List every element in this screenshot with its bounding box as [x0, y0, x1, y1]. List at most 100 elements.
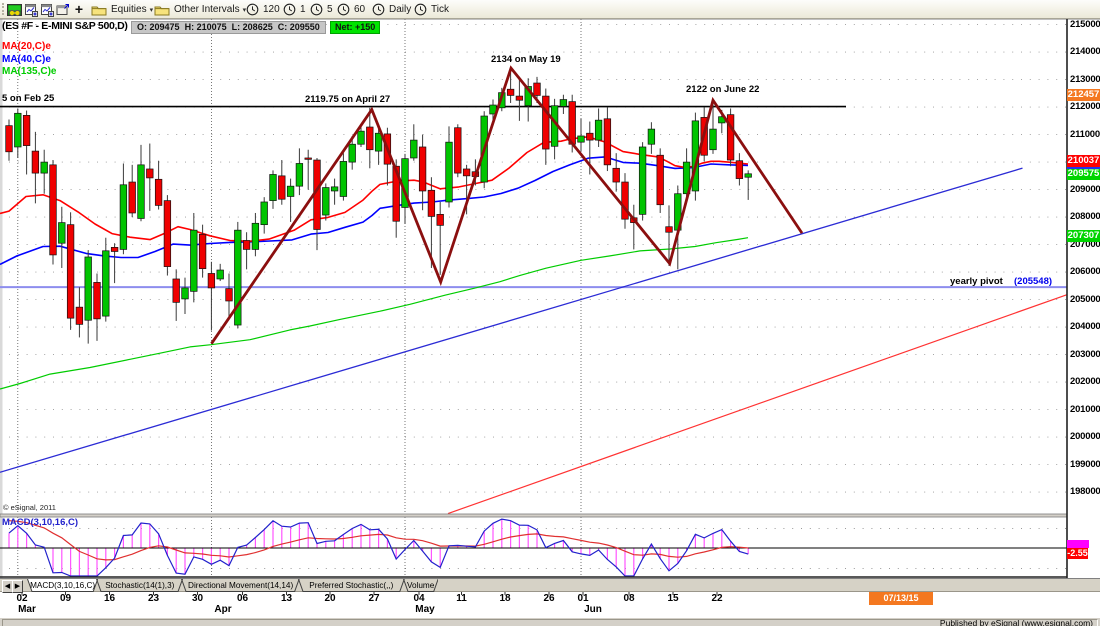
copyright-note: © eSignal, 2011 [3, 503, 56, 512]
candle-66 [586, 132, 594, 141]
current-date-box: 07/13/15 [869, 592, 933, 605]
new-chart-window-icon[interactable] [23, 1, 38, 18]
candle-36 [322, 187, 330, 216]
close-label: C: [277, 22, 288, 32]
interval-label: Tick [431, 4, 449, 15]
time-label-01: 01 [577, 593, 589, 604]
candle-75 [665, 226, 673, 233]
folder-other-intervals-button[interactable]: Other Intervals ▾ [151, 1, 249, 18]
candle-68 [603, 118, 612, 166]
candle-23 [207, 273, 216, 289]
candle-5 [49, 164, 57, 256]
status-publisher: Published by eSignal (www.esignal.com) [2, 619, 1098, 626]
add-symbol-button[interactable]: + [74, 1, 84, 17]
tab-preferred-stochastic[interactable]: Preferred Stochastic(,,) [297, 578, 405, 592]
legend-item-ma20ce: MA(20,C)e [2, 41, 51, 52]
interval-1-button[interactable]: 1 [281, 1, 308, 18]
interval-tick-button[interactable]: Tick [412, 1, 451, 18]
candle-84 [744, 173, 752, 178]
interval-label: 1 [300, 4, 306, 15]
price-label-207000: 207000 [1070, 238, 1100, 250]
folder-label: Other Intervals [174, 4, 240, 15]
price-label-205000: 205000 [1070, 293, 1100, 305]
folder-label: Equities [111, 4, 147, 15]
candle-52 [462, 168, 471, 177]
annotation-apr27: 2119.75 on April 27 [305, 94, 391, 105]
price-label-204000: 204000 [1070, 321, 1100, 333]
folder-equities-button[interactable]: Equities ▾ [88, 1, 156, 18]
candle-0 [5, 125, 13, 153]
net-change-badge: Net: +150 [330, 20, 381, 34]
candle-9 [84, 256, 92, 321]
candle-47 [418, 146, 427, 192]
esignal-chart-icon[interactable] [6, 1, 22, 18]
quote-summary: O: 209475 H: 210075 L: 208625 C: 209550 [131, 20, 326, 34]
price-marker-210037: 210037 [1067, 155, 1100, 168]
open-val: 209475 [149, 22, 180, 32]
legend-item-ma40ce: MA(40,C)e [2, 53, 51, 65]
blue-uptrend-line[interactable] [0, 167, 1023, 473]
time-label-13: 13 [280, 593, 293, 604]
candle-16 [146, 168, 154, 179]
zigzag-trendline[interactable] [210, 65, 804, 345]
window-properties-icon[interactable] [55, 1, 70, 18]
candle-19 [172, 278, 180, 303]
candle-12 [110, 247, 119, 252]
candle-49 [436, 214, 444, 226]
candle-33 [295, 163, 304, 187]
tab-label: Volume [406, 581, 435, 590]
time-label-27: 27 [368, 593, 380, 604]
interval-120-button[interactable]: 120 [244, 1, 282, 18]
tab-macd-3-10-16-c[interactable]: MACD(3,10,16,C) [27, 578, 99, 592]
candle-17 [154, 178, 163, 206]
price-label-214000: 214000 [1070, 46, 1100, 58]
time-label-16: 16 [103, 593, 116, 604]
price-label-208000: 208000 [1070, 211, 1100, 223]
tab-scroll-right-button[interactable]: ▶ [12, 580, 23, 593]
candle-7 [66, 224, 75, 319]
panel-separator[interactable] [0, 513, 1068, 518]
net-change-value: Net: +150 [335, 22, 376, 32]
low-label: L: [231, 22, 241, 32]
duplicate-chart-window-icon[interactable] [39, 1, 54, 18]
interval-5-button[interactable]: 5 [308, 1, 335, 18]
interval-daily-button[interactable]: Daily [370, 1, 413, 18]
time-label-06: 06 [236, 593, 249, 604]
macd-histogram [8, 519, 749, 576]
candle-58 [515, 95, 524, 101]
tab-directional-movement-14-14[interactable]: Directional Movement(14,14) [181, 578, 300, 592]
candle-38 [339, 161, 348, 197]
month-label-Mar: Mar [18, 604, 36, 615]
time-label-15: 15 [667, 593, 679, 604]
interval-label: 60 [354, 4, 366, 15]
annotation-feb25: 5 on Feb 25 [2, 93, 55, 104]
open-label: O: [137, 22, 147, 32]
candle-11 [102, 250, 110, 317]
candle-2 [22, 114, 31, 146]
tab-volume[interactable]: Volume [402, 578, 439, 592]
time-label-30: 30 [191, 593, 204, 604]
candle-64 [568, 101, 576, 145]
candle-8 [75, 306, 84, 325]
tab-shape [27, 578, 99, 592]
candle-65 [577, 135, 585, 143]
interval-60-button[interactable]: 60 [335, 1, 367, 18]
status-bar: Published by eSignal (www.esignal.com) [0, 617, 1100, 626]
price-label-200000: 200000 [1070, 431, 1100, 443]
interval-label: Daily [389, 4, 412, 15]
chart-title: (ES #F - E-MINI S&P 500,D) [2, 20, 128, 32]
candle-42 [374, 132, 383, 152]
candle-44 [392, 165, 400, 222]
tab-stochastic-14-1-3[interactable]: Stochastic(14(1),3) [96, 578, 184, 592]
candle-28 [251, 222, 260, 250]
red-uptrend-line[interactable] [447, 294, 1068, 515]
candle-27 [242, 240, 251, 250]
candle-67 [594, 119, 603, 141]
grid-dots [9, 24, 1066, 569]
price-label-211000: 211000 [1070, 128, 1100, 140]
time-label-20: 20 [324, 593, 336, 604]
candle-80 [709, 128, 717, 151]
high-val: 210075 [196, 22, 227, 32]
tab-label: Stochastic(14(1),3) [105, 581, 175, 590]
candle-4 [40, 161, 48, 174]
